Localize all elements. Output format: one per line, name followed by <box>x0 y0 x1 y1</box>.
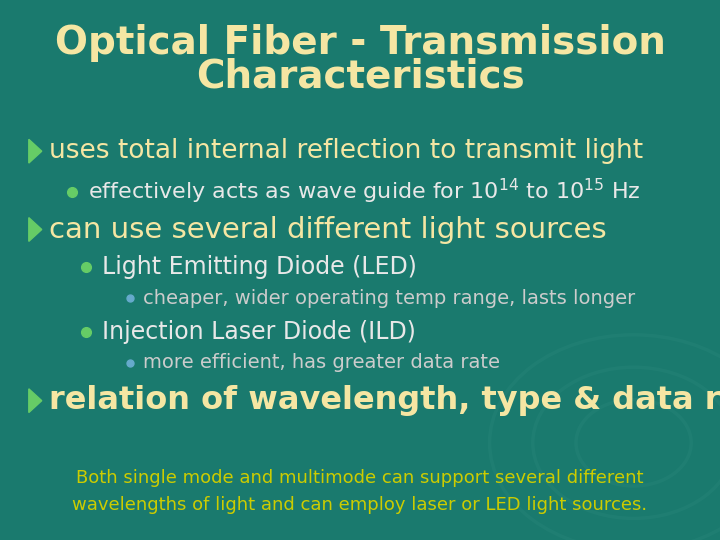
Text: Characteristics: Characteristics <box>196 58 524 96</box>
Text: Optical Fiber - Transmission: Optical Fiber - Transmission <box>55 24 665 62</box>
Text: cheaper, wider operating temp range, lasts longer: cheaper, wider operating temp range, las… <box>143 288 635 308</box>
Polygon shape <box>29 139 42 163</box>
Text: Both single mode and multimode can support several different: Both single mode and multimode can suppo… <box>76 469 644 487</box>
Text: Injection Laser Diode (ILD): Injection Laser Diode (ILD) <box>102 320 416 344</box>
Polygon shape <box>29 389 42 413</box>
Text: uses total internal reflection to transmit light: uses total internal reflection to transm… <box>49 138 643 164</box>
Polygon shape <box>29 218 42 241</box>
Text: relation of wavelength, type & data rate: relation of wavelength, type & data rate <box>49 385 720 416</box>
Text: can use several different light sources: can use several different light sources <box>49 215 606 244</box>
Text: wavelengths of light and can employ laser or LED light sources.: wavelengths of light and can employ lase… <box>73 496 647 514</box>
Text: more efficient, has greater data rate: more efficient, has greater data rate <box>143 353 500 373</box>
Text: effectively acts as wave guide for $10^{14}$ to $10^{15}$ Hz: effectively acts as wave guide for $10^{… <box>88 177 641 206</box>
Text: Light Emitting Diode (LED): Light Emitting Diode (LED) <box>102 255 417 279</box>
